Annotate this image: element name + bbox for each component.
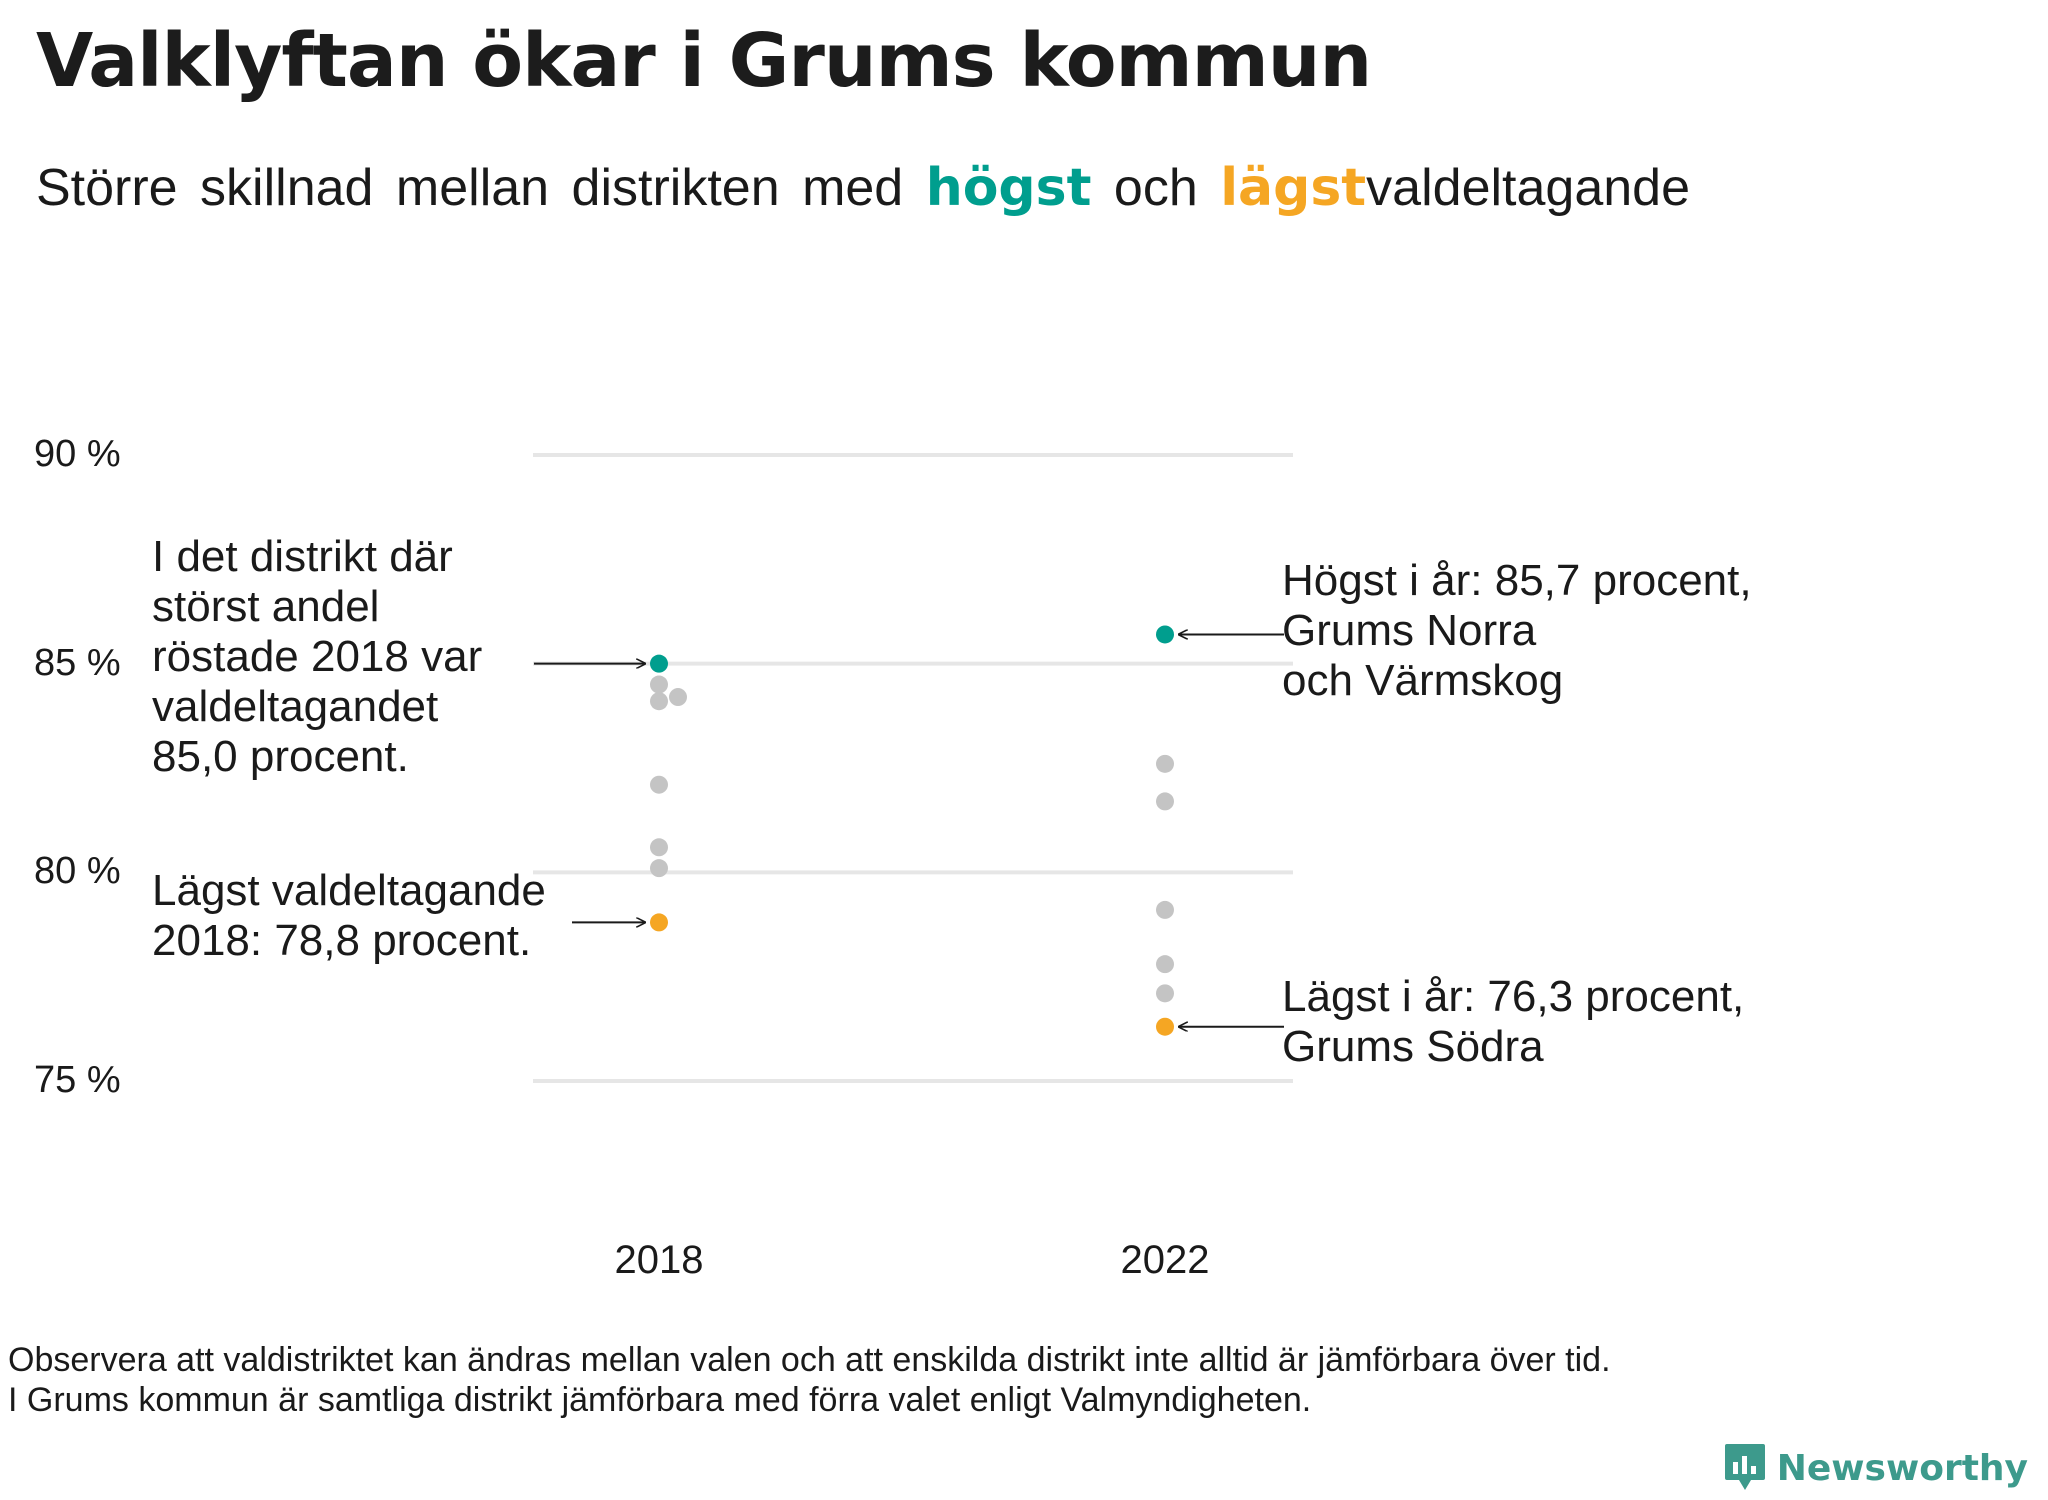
- data-point-lowest-2022: [1156, 1017, 1174, 1036]
- annotation-line: Grums Södra: [1282, 1022, 1544, 1071]
- subtitle-text-start: Större skillnad mellan distrikten med: [36, 159, 904, 217]
- annotation-line: Högst i år: 85,7 procent,: [1282, 556, 1752, 605]
- annotation-highest-2022: Högst i år: 85,7 procent, Grums Norra och …: [1282, 556, 1752, 706]
- subtitle-text-end: valdeltagande: [1366, 159, 1691, 217]
- annotation-lowest-2018: Lägst valdeltagande 2018: 78,8 procent.: [152, 866, 546, 966]
- data-point-other-2022: [1156, 754, 1174, 773]
- annotation-line: I det distrikt där: [152, 532, 453, 581]
- y-tick-label: 75 %: [34, 1059, 121, 1101]
- newsworthy-logo: Newsworthy: [1723, 1442, 2028, 1494]
- annotation-line: 85,0 procent.: [152, 732, 409, 781]
- chart-title: Valklyftan ökar i Grums kommun: [36, 18, 1372, 104]
- data-point-other-2022: [1156, 792, 1174, 811]
- x-tick-label: 2018: [614, 1238, 704, 1282]
- data-point-other-2018: [669, 688, 687, 707]
- subtitle-lowest-word: lägst: [1220, 158, 1367, 218]
- annotation-line: och Värmskog: [1282, 656, 1564, 705]
- subtitle-highest-word: högst: [925, 158, 1092, 218]
- data-point-other-2022: [1156, 955, 1174, 974]
- data-point-other-2018: [650, 838, 668, 857]
- annotation-line: Lägst valdeltagande: [152, 866, 546, 915]
- subtitle-and-word: och: [1113, 159, 1198, 217]
- data-point-other-2018: [650, 675, 668, 694]
- annotation-line: valdeltagandet: [152, 682, 439, 731]
- annotation-arrows: [534, 634, 1284, 1026]
- data-point-other-2018: [650, 775, 668, 794]
- footnote-line-2: I Grums kommun är samtliga distrikt jämf…: [8, 1381, 1312, 1419]
- y-tick-label: 80 %: [34, 850, 121, 893]
- data-point-other-2018: [650, 859, 668, 878]
- newsworthy-logo-icon: [1724, 1444, 1765, 1490]
- data-point-other-2022: [1156, 900, 1174, 919]
- data-points: [650, 625, 1174, 1036]
- data-point-highest-2022: [1156, 625, 1174, 644]
- gridlines: [533, 453, 1293, 1083]
- annotation-line: 2018: 78,8 procent.: [152, 916, 532, 965]
- x-tick-label: 2022: [1120, 1238, 1210, 1282]
- annotation-highest-2018: I det distrikt där störst andel röstade 20…: [152, 532, 482, 782]
- data-point-other-2022: [1156, 984, 1174, 1003]
- annotation-line: störst andel: [152, 582, 380, 631]
- data-point-lowest-2018: [650, 913, 668, 932]
- data-point-other-2018: [650, 692, 668, 711]
- annotation-lowest-2022: Lägst i år: 76,3 procent, Grums Södra: [1282, 972, 1744, 1072]
- footnote-line-1: Observera att valdistriktet kan ändras m…: [8, 1341, 1611, 1379]
- chart-subtitle: Större skillnad mellan distrikten med hö…: [36, 158, 1690, 218]
- footnote: Observera att valdistriktet kan ändras m…: [8, 1340, 1611, 1420]
- annotation-line: Grums Norra: [1282, 606, 1537, 655]
- annotation-line: Lägst i år: 76,3 procent,: [1282, 972, 1745, 1021]
- newsworthy-logo-text: Newsworthy: [1776, 1447, 2028, 1489]
- annotation-line: röstade 2018 var: [152, 632, 483, 681]
- y-tick-label: 90 %: [34, 433, 121, 475]
- data-point-highest-2018: [650, 654, 668, 673]
- y-tick-label: 85 %: [34, 641, 121, 684]
